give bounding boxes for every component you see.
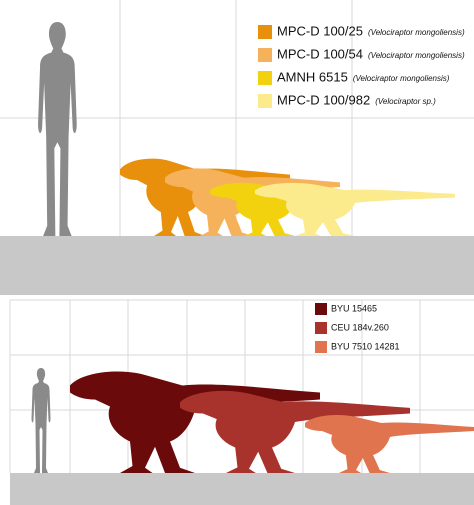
ground (10, 473, 474, 505)
dinosaur-silhouette (305, 415, 474, 473)
legend-species: (Velociraptor mongoliensis) (353, 74, 450, 83)
legend-label: CEU 184v.260 (331, 322, 389, 332)
legend-swatch (315, 303, 327, 315)
ground (0, 236, 474, 295)
legend-label: AMNH 6515 (277, 69, 348, 84)
legend-label: BYU 15465 (331, 303, 377, 313)
legend-swatch (315, 341, 327, 353)
legend-species: (Velociraptor sp.) (375, 97, 436, 106)
dinosaur-silhouette (255, 182, 455, 236)
human-silhouette (31, 368, 51, 473)
legend-label: MPC-D 100/54 (277, 46, 363, 61)
legend-swatch (258, 25, 272, 39)
legend: MPC-D 100/25 (Velociraptor mongoliensis) M… (258, 23, 465, 353)
humans (31, 22, 77, 473)
legend-swatch (315, 322, 327, 334)
legend-swatch (258, 94, 272, 108)
legend-label: MPC-D 100/25 (277, 23, 363, 38)
human-silhouette (38, 22, 77, 236)
silhouettes (70, 158, 474, 473)
legend-swatch (258, 71, 272, 85)
dinosaur-silhouette (180, 390, 410, 473)
legend-label: BYU 7510 14281 (331, 341, 400, 351)
legend-label: MPC-D 100/982 (277, 92, 370, 107)
legend-species: (Velociraptor mongoliensis) (368, 51, 465, 60)
legend-swatch (258, 48, 272, 62)
legend-species: (Velociraptor mongoliensis) (368, 28, 465, 37)
